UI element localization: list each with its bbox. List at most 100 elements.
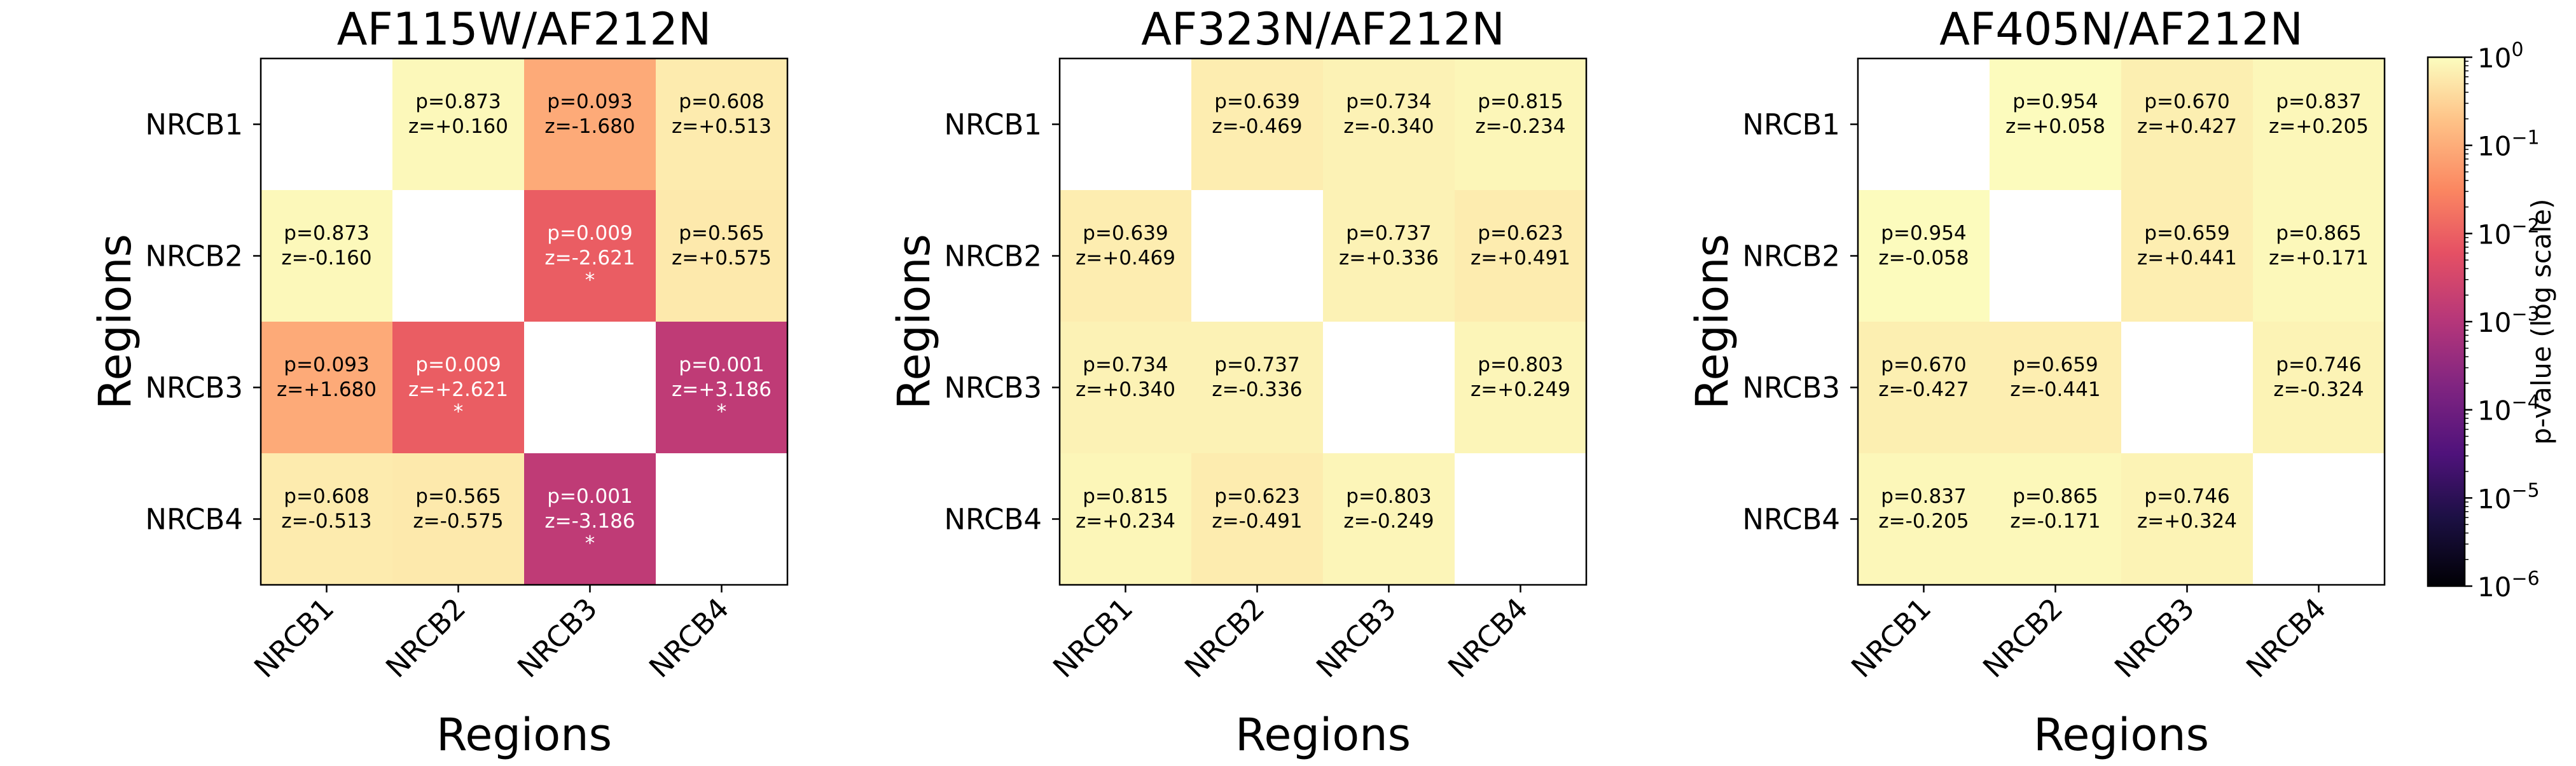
cell-z-label: z=+0.427 <box>2137 115 2237 138</box>
cell-z-label: z=+0.336 <box>1339 247 1439 270</box>
plot-frame <box>260 57 789 586</box>
cell-p-label: p=0.746 <box>2276 353 2361 376</box>
heatmap-cell <box>656 190 787 322</box>
cell-z-label: z=-0.441 <box>2010 378 2100 401</box>
y-tick-label: NRCB4 <box>1742 503 1840 537</box>
heatmap-cell <box>261 322 392 453</box>
heatmap-cell <box>1060 190 1191 322</box>
heatmap-cell <box>1323 58 1455 190</box>
cell-z-label: z=-0.491 <box>1212 510 1302 533</box>
cell-p-label: p=0.009 <box>547 222 632 245</box>
heatmap-panel-2: p=0.639z=-0.469p=0.734z=-0.340p=0.815z=-… <box>888 3 1588 761</box>
cell-p-label: p=0.093 <box>284 353 369 376</box>
colorbar-bar <box>2427 56 2466 587</box>
cell-z-label: z=+0.324 <box>2137 510 2237 533</box>
x-tick-label: NRCB3 <box>511 591 604 684</box>
cell-p-label: p=0.608 <box>679 90 764 113</box>
y-tick-label: NRCB4 <box>944 503 1042 537</box>
panel-title: AF405N/AF212N <box>1939 3 2303 55</box>
x-axis-label: Regions <box>436 709 612 761</box>
heatmap-cell <box>392 453 524 585</box>
heatmap-cell <box>2253 190 2385 322</box>
cell-p-label: p=0.873 <box>284 222 369 245</box>
cell-z-label: z=-0.427 <box>1878 378 1969 401</box>
heatmap-cell <box>524 190 656 322</box>
heatmap-panel-3: p=0.954z=+0.058p=0.670z=+0.427p=0.837z=+… <box>1686 3 2386 761</box>
heatmap-cell <box>2253 58 2385 190</box>
cell-significance-marker: * <box>585 532 595 555</box>
cell-p-label: p=0.815 <box>1083 485 1168 508</box>
heatmap-cell <box>1455 322 1586 453</box>
heatmap-cell <box>2121 190 2253 322</box>
heatmap-cell <box>392 322 524 453</box>
cell-p-label: p=0.954 <box>1881 222 1966 245</box>
cell-z-label: z=-0.340 <box>1343 115 1434 138</box>
cell-p-label: p=0.734 <box>1083 353 1168 376</box>
heatmap-cell <box>1060 322 1191 453</box>
cell-z-label: z=+0.575 <box>672 247 772 270</box>
x-tick-label: NRCB4 <box>2240 591 2332 684</box>
heatmap-cell <box>1455 190 1586 322</box>
cell-z-label: z=+0.491 <box>1471 247 1570 270</box>
cell-significance-marker: * <box>454 400 464 423</box>
y-axis-label: Regions <box>1686 234 1738 409</box>
y-tick-label: NRCB3 <box>944 371 1042 405</box>
y-axis-label: Regions <box>888 234 940 409</box>
cell-z-label: z=+0.340 <box>1076 378 1175 401</box>
x-tick-label: NRCB1 <box>1845 591 1937 684</box>
cell-p-label: p=0.001 <box>547 485 632 508</box>
cell-z-label: z=-0.205 <box>1878 510 1969 533</box>
cell-z-label: z=+0.513 <box>672 115 772 138</box>
cell-p-label: p=0.954 <box>2012 90 2098 113</box>
y-tick-label: NRCB4 <box>145 503 243 537</box>
cell-z-label: z=-0.324 <box>2273 378 2364 401</box>
cell-z-label: z=+0.234 <box>1076 510 1175 533</box>
cell-z-label: z=-0.171 <box>2010 510 2100 533</box>
cell-z-label: z=-0.336 <box>1212 378 1302 401</box>
cell-p-label: p=0.865 <box>2276 222 2361 245</box>
colorbar-label: p-value (log scale) <box>2526 198 2557 444</box>
cell-p-label: p=0.565 <box>679 222 764 245</box>
heatmap-cell <box>1323 453 1455 585</box>
heatmap-panel-1: p=0.873z=+0.160p=0.093z=-1.680p=0.608z=+… <box>89 3 789 761</box>
colorbar-tick-label: 100 <box>2477 39 2524 74</box>
cell-z-label: z=-0.575 <box>413 510 503 533</box>
heatmap-cell <box>2253 322 2385 453</box>
x-tick-label: NRCB2 <box>379 591 472 684</box>
cell-p-label: p=0.670 <box>2144 90 2229 113</box>
cell-p-label: p=0.737 <box>1346 222 1431 245</box>
cell-p-label: p=0.865 <box>2012 485 2098 508</box>
cell-z-label: z=+2.621 <box>408 378 508 401</box>
x-tick-label: NRCB1 <box>247 591 340 684</box>
heatmap-cell <box>1455 58 1586 190</box>
cell-significance-marker: * <box>585 269 595 292</box>
cell-z-label: z=+0.058 <box>2005 115 2105 138</box>
y-tick-label: NRCB1 <box>1742 108 1840 142</box>
cell-z-label: z=-0.513 <box>281 510 371 533</box>
cell-p-label: p=0.623 <box>1214 485 1299 508</box>
cell-z-label: z=-0.160 <box>281 247 371 270</box>
cell-p-label: p=0.737 <box>1214 353 1299 376</box>
heatmap-cell <box>1990 58 2121 190</box>
y-axis-label: Regions <box>89 234 141 409</box>
heatmap-cell <box>1990 322 2121 453</box>
cell-p-label: p=0.734 <box>1346 90 1431 113</box>
heatmap-cell <box>2121 58 2253 190</box>
y-tick-label: NRCB2 <box>1742 240 1840 273</box>
heatmap-cell <box>1990 453 2121 585</box>
cell-z-label: z=+0.171 <box>2269 247 2369 270</box>
cell-p-label: p=0.837 <box>1881 485 1966 508</box>
y-tick-label: NRCB3 <box>145 371 243 405</box>
cell-z-label: z=+0.249 <box>1471 378 1570 401</box>
plot-frame <box>1857 57 2386 586</box>
heatmap-cell <box>656 322 787 453</box>
cell-p-label: p=0.093 <box>547 90 632 113</box>
heatmap-cell <box>2121 453 2253 585</box>
heatmap-cell <box>524 453 656 585</box>
heatmap-cell <box>1858 453 1990 585</box>
x-tick-label: NRCB2 <box>1976 591 2069 684</box>
heatmap-cell <box>1858 190 1990 322</box>
cell-p-label: p=0.659 <box>2012 353 2098 376</box>
x-tick-label: NRCB1 <box>1046 591 1139 684</box>
